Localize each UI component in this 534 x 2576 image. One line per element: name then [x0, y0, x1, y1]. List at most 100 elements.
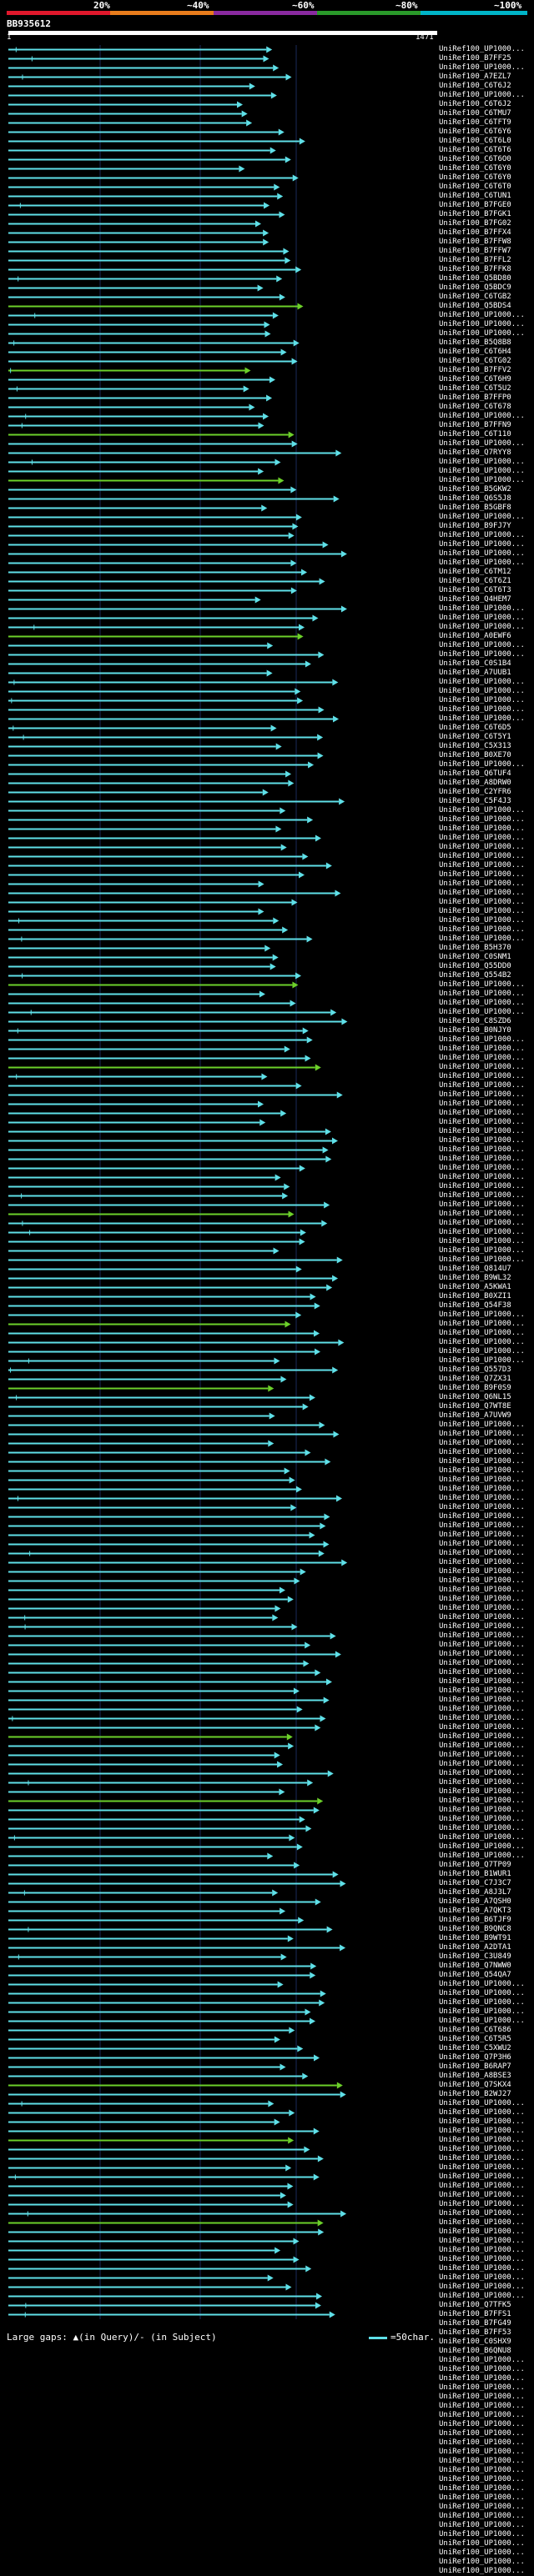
hit-row[interactable]: UniRef100_C6TFT9	[0, 118, 534, 128]
hit-row[interactable]: UniRef100_UP1000...	[0, 1466, 534, 1476]
hit-label[interactable]: UniRef100_UP1000...	[439, 1696, 525, 1704]
hit-label[interactable]: UniRef100_Q4HEM7	[439, 595, 511, 604]
hit-row[interactable]: UniRef100_UP1000...	[0, 623, 534, 632]
hit-label[interactable]: UniRef100_UP1000...	[439, 834, 525, 842]
hit-label[interactable]: UniRef100_C0S1B4	[439, 659, 511, 668]
hit-label[interactable]: UniRef100_UP1000...	[439, 1081, 525, 1090]
hit-label[interactable]: UniRef100_UP1000...	[439, 1329, 525, 1337]
hit-label[interactable]: UniRef100_UP1000...	[439, 1723, 525, 1732]
hit-label[interactable]: UniRef100_B1WUR1	[439, 1870, 511, 1878]
hit-row[interactable]: UniRef100_C3U849	[0, 1952, 534, 1962]
hit-row[interactable]: UniRef100_C5F4J3	[0, 797, 534, 806]
hit-row[interactable]: UniRef100_UP1000...	[0, 311, 534, 320]
hit-row[interactable]: UniRef100_UP1000...	[0, 1787, 534, 1797]
hit-row[interactable]: UniRef100_UP1000...	[0, 2292, 534, 2301]
hit-row[interactable]: UniRef100_UP1000...	[0, 687, 534, 696]
hit-label[interactable]: UniRef100_A7QSH0	[439, 1897, 511, 1906]
hit-row[interactable]: UniRef100_UP1000...	[0, 760, 534, 769]
hit-label[interactable]: UniRef100_B2WJ27	[439, 2090, 511, 2098]
hit-label[interactable]: UniRef100_UP1000...	[439, 806, 525, 814]
hit-row[interactable]: UniRef100_UP1000...	[0, 1100, 534, 1109]
hit-row[interactable]: UniRef100_UP1000...	[0, 1338, 534, 1347]
hit-label[interactable]: UniRef100_A2DTA1	[439, 1943, 511, 1952]
hit-label[interactable]: UniRef100_UP1000...	[439, 925, 525, 934]
hit-row[interactable]: UniRef100_UP1000...	[0, 1659, 534, 1668]
hit-row[interactable]: UniRef100_B7FG02	[0, 219, 534, 228]
hit-row[interactable]: UniRef100_UP1000...	[0, 2420, 534, 2429]
hit-row[interactable]: UniRef100_UP1000...	[0, 549, 534, 559]
hit-label[interactable]: UniRef100_C6T6Y0	[439, 173, 511, 182]
hit-row[interactable]: UniRef100_UP1000...	[0, 1035, 534, 1045]
hit-row[interactable]: UniRef100_B9WT91	[0, 1934, 534, 1943]
hit-row[interactable]: UniRef100_C6T6T6	[0, 146, 534, 155]
hit-row[interactable]: UniRef100_B9F0S9	[0, 1384, 534, 1393]
hit-row[interactable]: UniRef100_A8DRW0	[0, 779, 534, 788]
hit-label[interactable]: UniRef100_UP1000...	[439, 2127, 525, 2135]
hit-row[interactable]: UniRef100_UP1000...	[0, 1228, 534, 1237]
hit-row[interactable]: UniRef100_UP1000...	[0, 2136, 534, 2145]
hit-label[interactable]: UniRef100_B7FFN9	[439, 421, 511, 429]
hit-label[interactable]: UniRef100_UP1000...	[439, 1521, 525, 1530]
hit-row[interactable]: UniRef100_B7FFN9	[0, 421, 534, 430]
hit-label[interactable]: UniRef100_UP1000...	[439, 2017, 525, 2025]
hit-label[interactable]: UniRef100_UP1000...	[439, 1531, 525, 1539]
hit-row[interactable]: UniRef100_UP1000...	[0, 1457, 534, 1466]
hit-label[interactable]: UniRef100_Q7ZX31	[439, 1375, 511, 1383]
hit-row[interactable]: UniRef100_UP1000...	[0, 2163, 534, 2173]
hit-label[interactable]: UniRef100_UP1000...	[439, 1164, 525, 1172]
hit-row[interactable]: UniRef100_B0XE70	[0, 751, 534, 760]
hit-label[interactable]: UniRef100_UP1000...	[439, 843, 525, 851]
hit-label[interactable]: UniRef100_UP1000...	[439, 1576, 525, 1585]
hit-label[interactable]: UniRef100_UP1000...	[439, 696, 525, 704]
hit-label[interactable]: UniRef100_C6T110	[439, 430, 511, 439]
hit-row[interactable]: UniRef100_UP1000...	[0, 1686, 534, 1696]
hit-label[interactable]: UniRef100_UP1000...	[439, 1246, 525, 1255]
hit-row[interactable]: UniRef100_UP1000...	[0, 916, 534, 925]
hit-label[interactable]: UniRef100_UP1000...	[439, 870, 525, 879]
hit-label[interactable]: UniRef100_B9F0S9	[439, 1384, 511, 1392]
hit-row[interactable]: UniRef100_UP1000...	[0, 1255, 534, 1265]
hit-row[interactable]: UniRef100_UP1000...	[0, 1778, 534, 1787]
hit-label[interactable]: UniRef100_B0XZI1	[439, 1292, 511, 1301]
hit-label[interactable]: UniRef100_A7EZL7	[439, 73, 511, 81]
hit-label[interactable]: UniRef100_C6T6J2	[439, 100, 511, 108]
hit-label[interactable]: UniRef100_UP1000...	[439, 2108, 525, 2117]
hit-label[interactable]: UniRef100_B7FFS1	[439, 2310, 511, 2318]
hit-label[interactable]: UniRef100_UP1000...	[439, 2209, 525, 2218]
hit-row[interactable]: UniRef100_B7FFK8	[0, 265, 534, 274]
hit-row[interactable]: UniRef100_B6TJF9	[0, 1916, 534, 1925]
hit-label[interactable]: UniRef100_C6T6O0	[439, 155, 511, 163]
hit-label[interactable]: UniRef100_B6QNU8	[439, 2347, 511, 2355]
hit-row[interactable]: UniRef100_Q814U7	[0, 1265, 534, 1274]
hit-label[interactable]: UniRef100_C6TGB2	[439, 293, 511, 301]
hit-row[interactable]: UniRef100_UP1000...	[0, 1567, 534, 1576]
hit-row[interactable]: UniRef100_C6TGB2	[0, 293, 534, 302]
hit-label[interactable]: UniRef100_UP1000...	[439, 1347, 525, 1356]
hit-label[interactable]: UniRef100_UP1000...	[439, 2099, 525, 2107]
hit-row[interactable]: UniRef100_UP1000...	[0, 2402, 534, 2411]
hit-label[interactable]: UniRef100_C6T6T3	[439, 586, 511, 594]
hit-row[interactable]: UniRef100_UP1000...	[0, 861, 534, 870]
hit-row[interactable]: UniRef100_UP1000...	[0, 1677, 534, 1686]
hit-label[interactable]: UniRef100_UP1000...	[439, 1145, 525, 1154]
hit-row[interactable]: UniRef100_UP1000...	[0, 834, 534, 843]
hit-label[interactable]: UniRef100_UP1000...	[439, 1668, 525, 1676]
hit-label[interactable]: UniRef100_C6TG02	[439, 357, 511, 365]
hit-row[interactable]: UniRef100_Q55DD0	[0, 962, 534, 971]
hit-row[interactable]: UniRef100_UP1000...	[0, 1769, 534, 1778]
hit-label[interactable]: UniRef100_UP1000...	[439, 2393, 525, 2401]
hit-row[interactable]: UniRef100_C6T6Y6	[0, 128, 534, 137]
hit-row[interactable]: UniRef100_Q6S5J8	[0, 494, 534, 504]
hit-label[interactable]: UniRef100_UP1000...	[439, 1191, 525, 1200]
hit-row[interactable]: UniRef100_UP1000...	[0, 2466, 534, 2475]
hit-label[interactable]: UniRef100_UP1000...	[439, 1641, 525, 1649]
hit-label[interactable]: UniRef100_UP1000...	[439, 2237, 525, 2245]
hit-label[interactable]: UniRef100_UP1000...	[439, 1109, 525, 1117]
hit-label[interactable]: UniRef100_A7UUB1	[439, 669, 511, 677]
hit-label[interactable]: UniRef100_UP1000...	[439, 1586, 525, 1594]
hit-label[interactable]: UniRef100_C5F4J3	[439, 797, 511, 805]
hit-label[interactable]: UniRef100_UP1000...	[439, 1833, 525, 1842]
hit-label[interactable]: UniRef100_Q55DD0	[439, 962, 511, 970]
hit-label[interactable]: UniRef100_UP1000...	[439, 1769, 525, 1777]
hit-row[interactable]: UniRef100_UP1000...	[0, 696, 534, 705]
